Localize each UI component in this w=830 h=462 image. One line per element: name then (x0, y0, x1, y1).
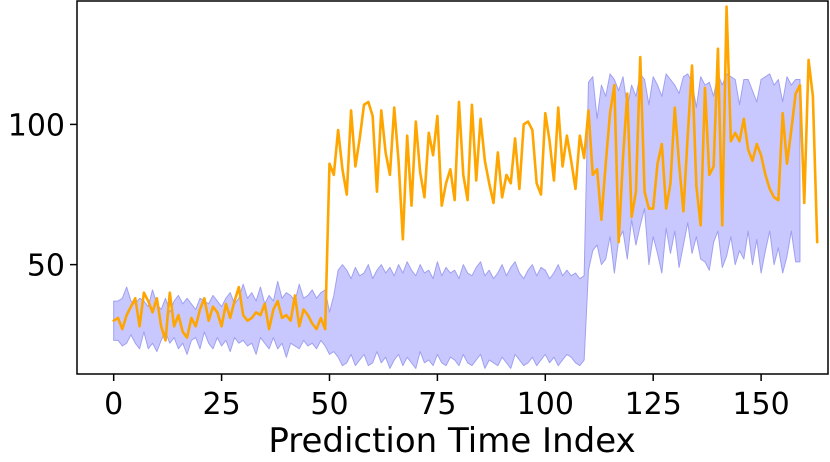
x-tick-label: 75 (418, 387, 456, 422)
prediction-interval-band (113, 73, 801, 369)
prediction-interval-band-layer (113, 73, 801, 369)
plot-frame (76, 0, 829, 375)
y-tick-label: 50 (27, 249, 65, 284)
x-axis-ticks: 0 25 50 75 100 125 150 (104, 374, 790, 422)
x-tick-label: 150 (732, 387, 789, 422)
prediction-line-0 (112, 5, 819, 342)
prediction-line-layer (112, 5, 819, 342)
x-axis-title: Prediction Time Index (268, 421, 635, 461)
x-tick-label: 100 (517, 387, 574, 422)
x-tick-label: 25 (202, 387, 240, 422)
y-axis-ticks: 50 100 (8, 108, 77, 284)
x-tick-label: 125 (625, 387, 682, 422)
x-tick-label: 50 (310, 387, 348, 422)
x-tick-label: 0 (104, 387, 123, 422)
y-tick-label: 100 (8, 108, 65, 143)
